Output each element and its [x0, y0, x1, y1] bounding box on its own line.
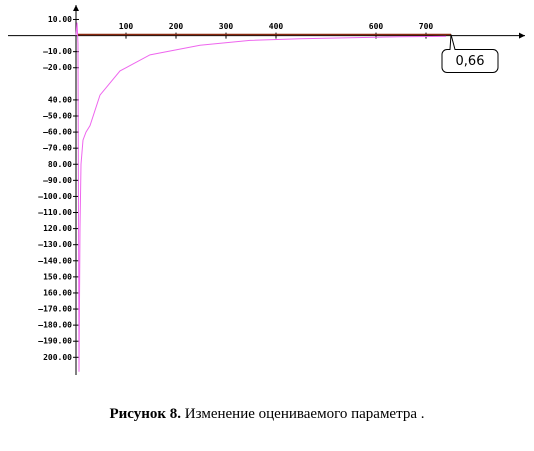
y-tick-label: –110.00 — [38, 208, 72, 217]
x-tick-label: 700 — [419, 22, 434, 31]
y-tick-label: –130.00 — [38, 240, 72, 249]
y-tick-label: –170.00 — [38, 305, 72, 314]
y-tick-label: 160.00 — [43, 288, 72, 297]
callout — [441, 34, 499, 74]
y-tick-label: –90.00 — [43, 176, 72, 185]
y-tick-label: –180.00 — [38, 321, 72, 330]
line — [75, 22, 447, 372]
x-tick-label: 100 — [119, 22, 134, 31]
y-tick-label: 40.00 — [48, 95, 72, 104]
y-tick-label: –10.00 — [43, 47, 72, 56]
y-tick-label: –50.00 — [43, 112, 72, 121]
y-tick-label: –70.00 — [43, 144, 72, 153]
caption-text: Изменение оцениваемого параметра . — [185, 406, 425, 422]
x-tick-label: 200 — [169, 22, 184, 31]
x-tick-label: 400 — [269, 22, 284, 31]
y-tick-label: –140.00 — [38, 256, 72, 265]
y-tick-label: 80.00 — [48, 160, 72, 169]
y-arrow — [73, 5, 79, 11]
y-tick-label: 150.00 — [43, 272, 72, 281]
caption: Рисунок 8. Изменение оцениваемого параме… — [109, 406, 424, 422]
y-tick-label: 120.00 — [43, 224, 72, 233]
y-tick-label: –100.00 — [38, 192, 72, 201]
y-tick-label: –20.00 — [43, 63, 72, 72]
annotation: 0,66 — [456, 54, 485, 69]
y-tick-label: 200.00 — [43, 353, 72, 362]
caption-label: Рисунок 8. — [109, 406, 181, 422]
x-arrow — [519, 32, 525, 39]
y-tick-label: 10.00 — [48, 15, 72, 24]
x-tick-label: 300 — [219, 22, 234, 31]
y-tick-label: –190.00 — [38, 337, 72, 346]
x-tick-label: 600 — [369, 22, 384, 31]
y-tick-label: –60.00 — [43, 128, 72, 137]
